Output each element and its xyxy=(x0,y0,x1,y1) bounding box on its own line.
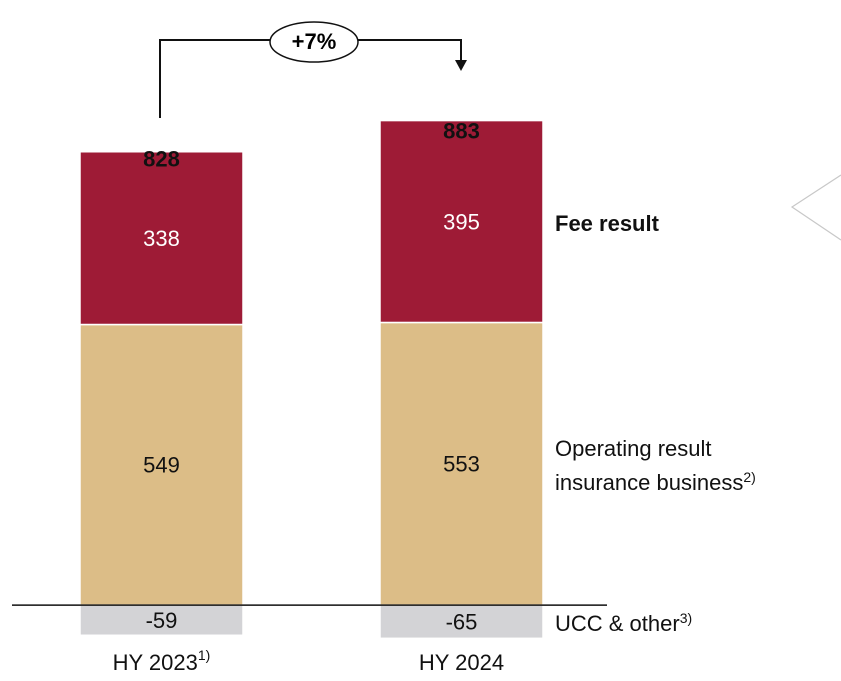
legend-note: 2) xyxy=(743,468,756,485)
value-label: -59 xyxy=(146,608,178,633)
category-name: HY 2024 xyxy=(419,650,504,675)
legend-name: Operating result insurance business xyxy=(555,435,744,495)
growth-label: +7% xyxy=(292,29,337,54)
value-label: 553 xyxy=(443,452,480,477)
bar-segment xyxy=(379,604,544,640)
category-label: HY 20231) xyxy=(113,647,211,675)
bar-segment xyxy=(79,604,244,637)
legend-entry: Fee result xyxy=(555,207,795,241)
growth-arrow xyxy=(159,39,270,118)
category-note: 1) xyxy=(198,647,210,663)
legend-name: Fee result xyxy=(555,210,659,236)
decoration xyxy=(790,174,841,241)
total-label: 828 xyxy=(143,147,180,172)
growth-badge xyxy=(269,21,359,63)
value-label: 549 xyxy=(143,453,180,478)
total-label: 883 xyxy=(443,119,480,144)
bar-segment xyxy=(79,151,244,326)
category-name: HY 2023 xyxy=(113,650,198,675)
value-label: -65 xyxy=(446,610,478,635)
bar-segment xyxy=(379,119,544,324)
legend-note: 3) xyxy=(679,609,693,626)
legend-entry: UCC & other3) xyxy=(555,607,795,641)
legend-entry: Operating result insurance business2) xyxy=(555,432,795,500)
value-label: 395 xyxy=(443,209,480,234)
value-label: 338 xyxy=(143,226,180,251)
arrow-head xyxy=(455,60,467,71)
category-label: HY 2024 xyxy=(419,650,504,675)
growth-arrow xyxy=(358,39,462,62)
legend-name: UCC & other xyxy=(555,610,680,636)
